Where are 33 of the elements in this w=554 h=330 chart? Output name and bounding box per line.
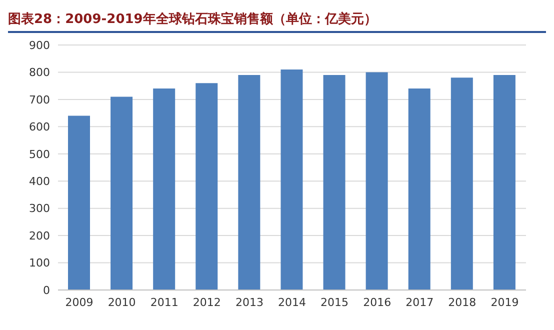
y-tick-label: 200 xyxy=(29,229,50,242)
bar xyxy=(366,72,388,290)
y-tick-label: 700 xyxy=(29,93,50,106)
bar xyxy=(110,96,133,290)
y-tick-label: 900 xyxy=(29,38,50,52)
x-tick-label: 2011 xyxy=(150,296,178,309)
bar xyxy=(408,88,430,290)
bar xyxy=(68,116,90,290)
x-tick-label: 2015 xyxy=(320,296,349,309)
x-tick-label: 2016 xyxy=(363,296,392,309)
x-tick-label: 2017 xyxy=(406,296,434,309)
y-tick-label: 300 xyxy=(29,202,50,216)
x-tick-label: 2013 xyxy=(235,296,264,309)
chart-title: 图表28：2009-2019年全球钻石珠宝销售额（单位：亿美元） xyxy=(8,8,546,33)
x-tick-label: 2012 xyxy=(192,296,221,309)
x-tick-label: 2014 xyxy=(278,296,306,309)
y-tick-label: 500 xyxy=(29,148,50,161)
y-tick-label: 100 xyxy=(29,256,50,270)
bar xyxy=(153,88,176,290)
x-tick-label: 2019 xyxy=(490,296,519,309)
bar xyxy=(323,74,346,290)
bar xyxy=(196,83,218,290)
y-tick-label: 0 xyxy=(43,284,50,297)
x-tick-label: 2010 xyxy=(108,296,136,309)
bar xyxy=(280,70,303,290)
bar xyxy=(493,74,516,290)
bar xyxy=(450,78,473,290)
y-tick-label: 800 xyxy=(29,66,50,80)
x-tick-label: 2009 xyxy=(65,296,94,309)
x-tick-label: 2018 xyxy=(448,296,476,309)
bar xyxy=(238,74,260,290)
y-tick-label: 400 xyxy=(29,175,50,188)
y-tick-label: 600 xyxy=(29,120,50,134)
